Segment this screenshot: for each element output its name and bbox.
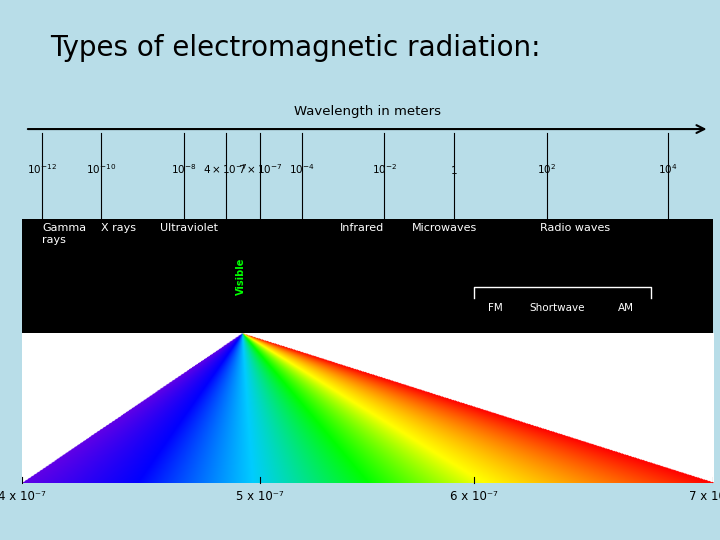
Text: Types of electromagnetic radiation:: Types of electromagnetic radiation:: [50, 33, 541, 62]
Text: $10^{-12}$: $10^{-12}$: [27, 162, 58, 176]
Text: Ultraviolet: Ultraviolet: [160, 223, 218, 233]
Text: 4 x 10⁻⁷: 4 x 10⁻⁷: [0, 490, 45, 503]
Text: X rays: X rays: [101, 223, 136, 233]
Text: $10^{4}$: $10^{4}$: [658, 162, 678, 176]
Text: Infrared: Infrared: [340, 223, 384, 233]
Text: Shortwave: Shortwave: [529, 303, 585, 314]
Text: 6 x 10⁻⁷: 6 x 10⁻⁷: [451, 490, 498, 503]
Text: $10^{-10}$: $10^{-10}$: [86, 162, 116, 176]
Text: 5 x 10⁻⁷: 5 x 10⁻⁷: [236, 490, 284, 503]
Text: $10^{-2}$: $10^{-2}$: [372, 162, 397, 176]
Text: $1$: $1$: [450, 164, 457, 176]
Bar: [22, 219, 713, 334]
Text: Radio waves: Radio waves: [540, 223, 610, 233]
Text: Gamma
rays: Gamma rays: [42, 223, 86, 245]
Text: Microwaves: Microwaves: [412, 223, 477, 233]
Text: $7 \times 10^{-7}$: $7 \times 10^{-7}$: [238, 162, 282, 176]
Text: FM: FM: [487, 303, 503, 314]
Text: $10^{2}$: $10^{2}$: [537, 162, 557, 176]
Text: Wavelength in meters: Wavelength in meters: [294, 105, 441, 118]
Text: Visible: Visible: [236, 258, 246, 295]
Text: $10^{-8}$: $10^{-8}$: [171, 162, 197, 176]
Text: AM: AM: [618, 303, 634, 314]
Text: $4 \times 10^{-7}$: $4 \times 10^{-7}$: [203, 162, 248, 176]
Text: $10^{-4}$: $10^{-4}$: [289, 162, 315, 176]
Text: 7 x 10⁻⁷: 7 x 10⁻⁷: [689, 490, 720, 503]
